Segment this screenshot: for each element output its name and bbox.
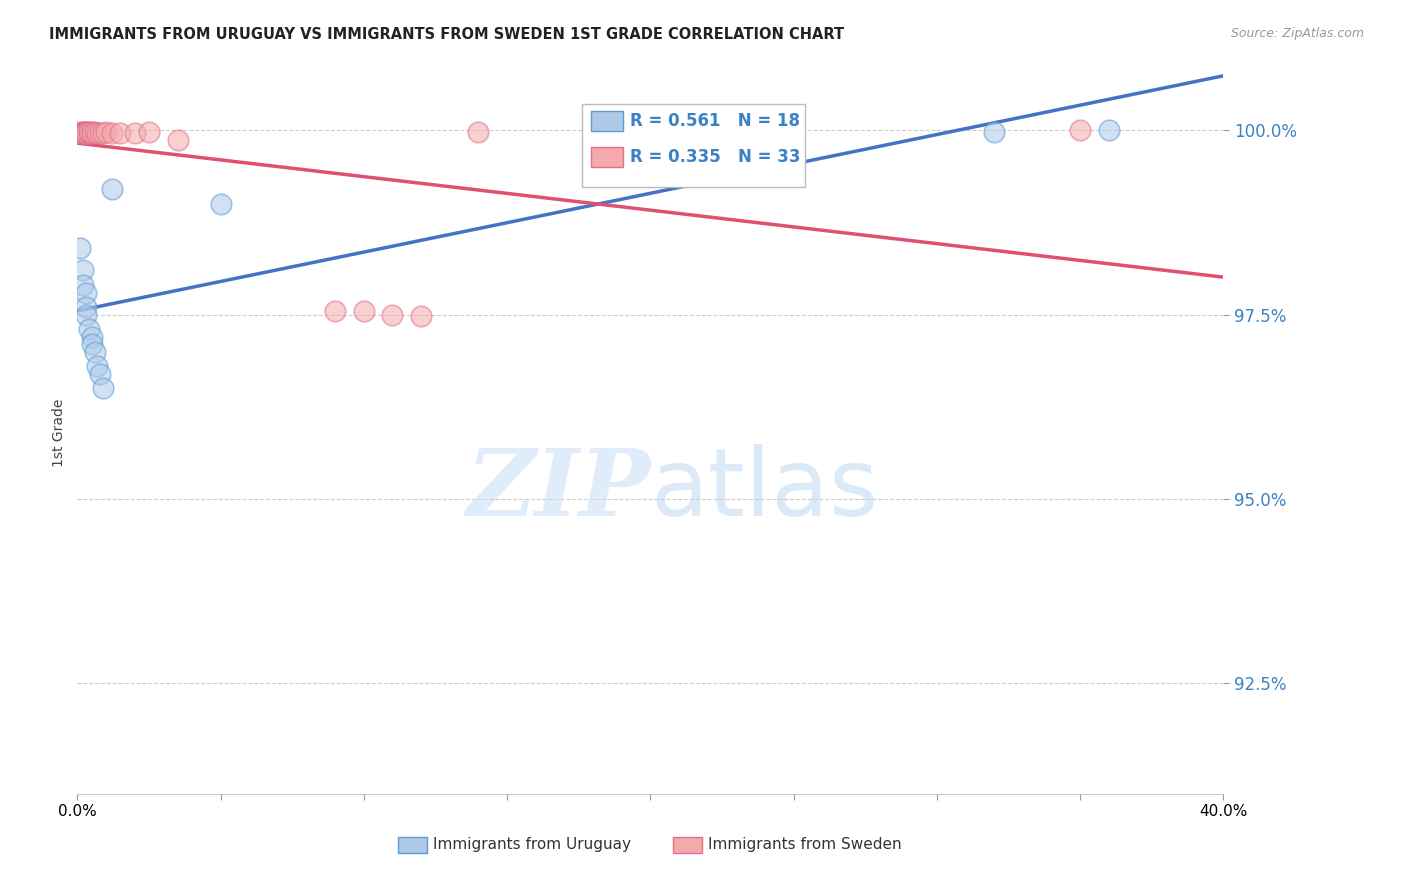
- Point: [100, 126, 122, 140]
- Point: [75, 126, 97, 140]
- Point: [75, 125, 97, 139]
- Point: [75, 126, 97, 140]
- Point: [323, 304, 346, 318]
- Point: [91, 381, 114, 395]
- Point: [77, 125, 100, 139]
- Text: IMMIGRANTS FROM URUGUAY VS IMMIGRANTS FROM SWEDEN 1ST GRADE CORRELATION CHART: IMMIGRANTS FROM URUGUAY VS IMMIGRANTS FR…: [49, 27, 845, 42]
- Point: [209, 197, 232, 211]
- Point: [1069, 123, 1091, 137]
- Point: [138, 125, 160, 139]
- Bar: [582, 103, 806, 187]
- Bar: [398, 838, 427, 853]
- Point: [80, 337, 103, 351]
- Point: [353, 304, 375, 318]
- Point: [80, 126, 103, 140]
- Point: [94, 125, 117, 139]
- Point: [77, 125, 100, 139]
- Point: [91, 126, 114, 140]
- Point: [100, 182, 122, 196]
- Point: [983, 125, 1005, 139]
- Point: [72, 126, 94, 140]
- Point: [381, 308, 404, 322]
- Bar: [673, 838, 702, 853]
- Point: [89, 126, 111, 140]
- Point: [75, 125, 97, 139]
- Point: [696, 125, 718, 139]
- Point: [75, 285, 97, 300]
- Point: [72, 125, 94, 139]
- Point: [86, 359, 108, 374]
- Point: [110, 126, 132, 140]
- Point: [69, 241, 91, 255]
- Point: [124, 126, 146, 140]
- Point: [83, 125, 105, 139]
- Text: R = 0.335   N = 33: R = 0.335 N = 33: [630, 148, 800, 166]
- Point: [77, 126, 100, 140]
- Point: [411, 309, 433, 323]
- Point: [75, 308, 97, 322]
- Point: [77, 322, 100, 336]
- Text: Source: ZipAtlas.com: Source: ZipAtlas.com: [1230, 27, 1364, 40]
- Point: [89, 367, 111, 381]
- Point: [69, 125, 91, 139]
- Point: [80, 330, 103, 344]
- Text: ZIP: ZIP: [465, 445, 651, 535]
- Point: [72, 126, 94, 140]
- Y-axis label: 1st Grade: 1st Grade: [52, 399, 66, 467]
- Point: [80, 125, 103, 139]
- Point: [75, 126, 97, 140]
- Text: R = 0.561   N = 18: R = 0.561 N = 18: [630, 112, 800, 130]
- Point: [72, 125, 94, 139]
- Bar: [591, 112, 623, 131]
- Point: [72, 263, 94, 277]
- Point: [83, 344, 105, 359]
- Point: [75, 300, 97, 314]
- Bar: [591, 147, 623, 168]
- Text: Immigrants from Sweden: Immigrants from Sweden: [707, 837, 901, 852]
- Point: [72, 278, 94, 293]
- Point: [75, 125, 97, 139]
- Point: [1098, 123, 1121, 137]
- Text: Immigrants from Uruguay: Immigrants from Uruguay: [433, 837, 630, 852]
- Point: [467, 125, 489, 139]
- Point: [86, 126, 108, 140]
- Point: [69, 126, 91, 140]
- Text: atlas: atlas: [651, 444, 879, 536]
- Point: [166, 133, 188, 147]
